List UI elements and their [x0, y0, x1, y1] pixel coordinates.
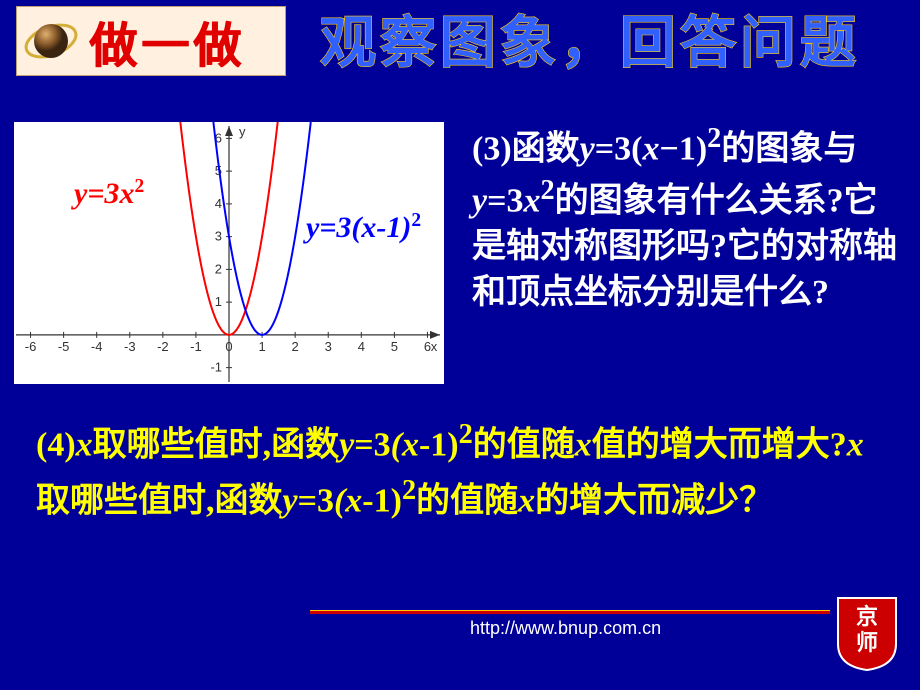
svg-text:-1: -1: [210, 360, 222, 375]
svg-text:京: 京: [856, 604, 878, 629]
svg-text:3: 3: [215, 229, 222, 244]
parabola-chart: -6-5-4-3-2-10123456-1123456xy: [14, 122, 444, 384]
svg-text:y: y: [239, 124, 246, 139]
question-3: (3)函数y=3(x−1)2的图象与y=3x2的图象有什么关系?它是轴对称图形吗…: [472, 120, 902, 316]
svg-text:回: 回: [620, 13, 676, 75]
svg-text:4: 4: [358, 339, 365, 354]
svg-text:x: x: [431, 339, 438, 354]
header-row: 做一做 观察图象，回答问题: [0, 0, 920, 86]
svg-text:答: 答: [680, 13, 737, 75]
svg-text:师: 师: [856, 630, 878, 655]
publisher-seal-icon: 京 师: [834, 594, 900, 672]
svg-text:图: 图: [440, 13, 496, 75]
svg-text:1: 1: [258, 339, 265, 354]
svg-text:题: 题: [800, 13, 856, 75]
svg-text:象: 象: [500, 13, 556, 75]
footer-url: http://www.bnup.com.cn: [470, 618, 661, 639]
svg-text:-6: -6: [25, 339, 37, 354]
globe-icon: [21, 11, 81, 71]
svg-text:2: 2: [215, 261, 222, 276]
question-4: (4)x取哪些值时,函数y=3(x-1)2的值随x值的增大而增大?x取哪些值时,…: [36, 414, 886, 525]
curve-label-3x2: y=3x2: [74, 176, 144, 211]
svg-text:-1: -1: [190, 339, 202, 354]
footer-divider: [310, 610, 830, 614]
svg-text:-5: -5: [58, 339, 70, 354]
svg-text:3: 3: [325, 339, 332, 354]
svg-text:-4: -4: [91, 339, 103, 354]
svg-text:5: 5: [391, 339, 398, 354]
svg-text:0: 0: [225, 339, 232, 354]
svg-text:4: 4: [215, 196, 222, 211]
svg-text:1: 1: [215, 294, 222, 309]
svg-text:问: 问: [740, 13, 796, 75]
svg-text:察: 察: [380, 13, 436, 75]
activity-badge: 做一做: [16, 6, 286, 76]
slide-title: 观察图象，回答问题: [316, 6, 906, 86]
curve-label-3x-1-2: y=3(x-1)2: [306, 210, 421, 245]
activity-label: 做一做: [89, 6, 245, 76]
svg-text:观: 观: [320, 13, 376, 75]
svg-text:，: ，: [560, 13, 616, 75]
svg-text:-3: -3: [124, 339, 136, 354]
svg-text:2: 2: [292, 339, 299, 354]
svg-text:-2: -2: [157, 339, 169, 354]
